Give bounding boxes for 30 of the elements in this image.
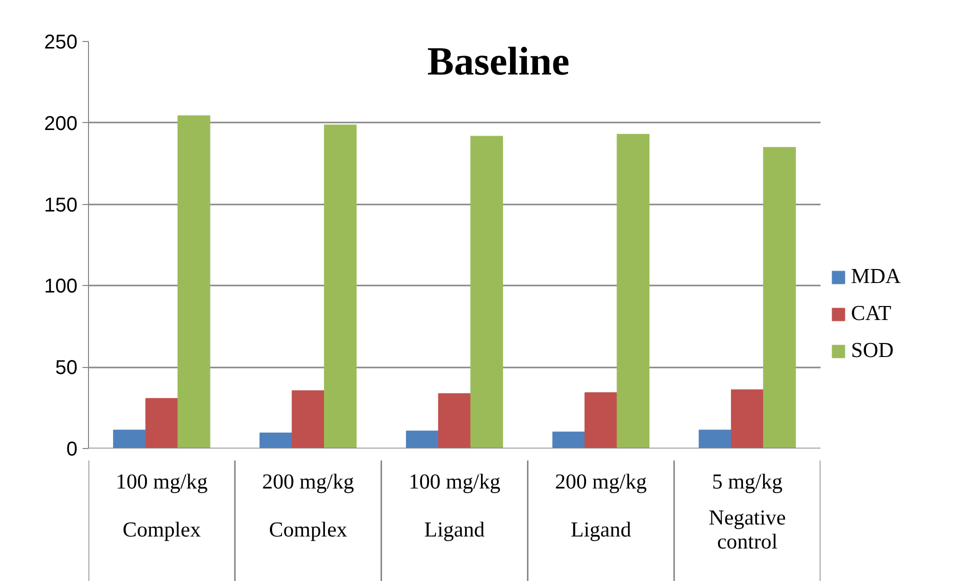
y-tick-label: 100	[44, 276, 78, 298]
bar	[698, 430, 732, 448]
y-tick-label: 0	[66, 438, 78, 460]
bar	[406, 430, 439, 448]
x-tick-label: 100 mg/kg Complex	[116, 470, 208, 542]
bar	[584, 392, 618, 448]
x-tick-label: 200 mg/kg Ligand	[554, 470, 648, 542]
bar	[292, 390, 324, 448]
chart-title: Baseline	[427, 38, 570, 84]
legend-label: SOD	[851, 338, 894, 363]
bar	[324, 124, 357, 448]
legend-label: CAT	[851, 301, 892, 326]
bar	[616, 134, 650, 448]
bar	[145, 398, 178, 448]
bar	[730, 389, 764, 448]
bar	[260, 432, 292, 448]
y-tick-label: 150	[44, 194, 78, 216]
bar	[763, 147, 796, 448]
y-tick-label: 50	[55, 357, 78, 380]
legend-label: MDA	[851, 264, 901, 289]
y-tick-label: 200	[44, 112, 78, 135]
x-tick-label: 200 mg/kg Complex	[262, 470, 354, 542]
bar	[438, 393, 471, 448]
y-tick-label: 250	[44, 32, 78, 54]
x-tick-label: 5 mg/kg Negative control	[708, 470, 786, 554]
bar	[113, 430, 146, 448]
bar	[552, 432, 586, 448]
bar	[178, 115, 210, 448]
x-tick-label: 100 mg/kg Ligand	[408, 470, 501, 542]
bar	[470, 136, 504, 448]
